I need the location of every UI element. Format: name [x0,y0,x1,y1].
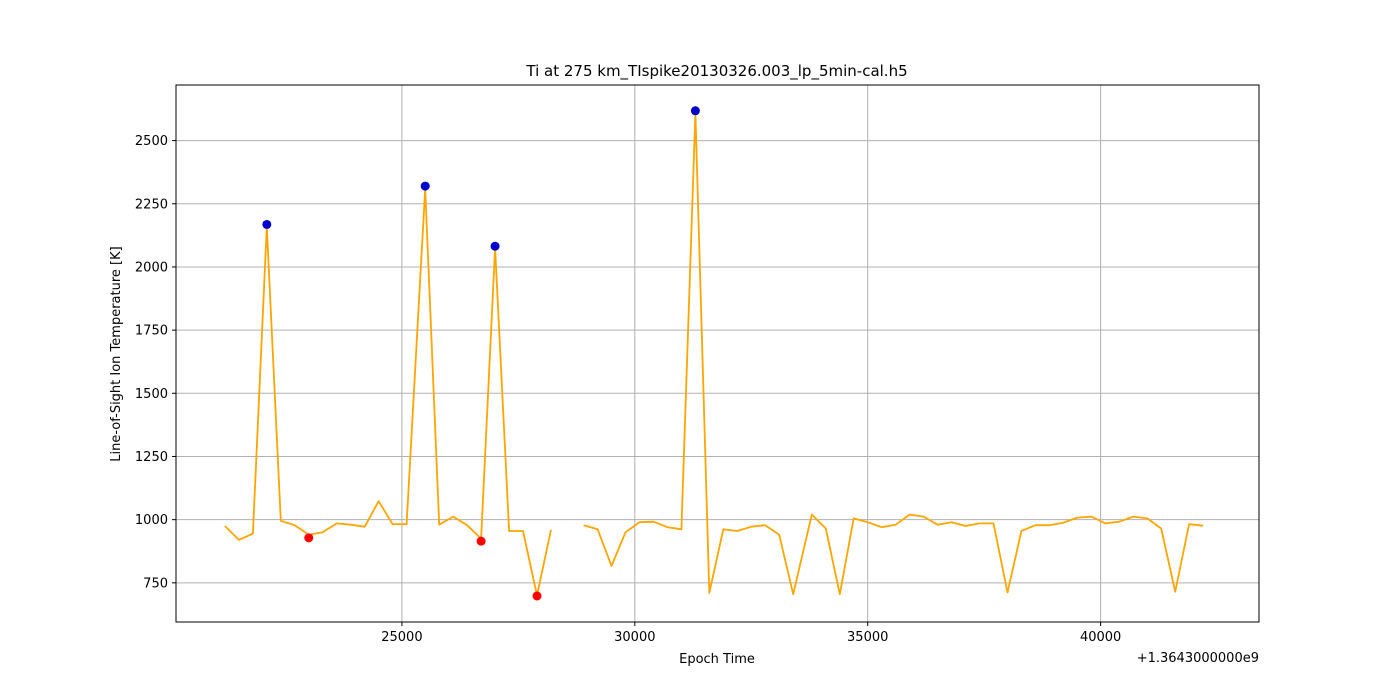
series-line [224,111,1204,597]
series-line-segment [224,187,552,597]
y-tick-label: 2000 [135,260,168,275]
peak-marker [690,106,700,116]
series-line-segment [583,111,1204,596]
grid-lines [176,85,1259,622]
x-tick-label: 35000 [847,630,888,645]
trough-marker [304,533,314,543]
y-tick-label: 1250 [135,450,168,465]
y-tick-label: 2500 [135,134,168,149]
peak-marker [420,181,430,191]
y-tick-label: 2250 [135,197,168,212]
x-axis-ticks: 25000 30000 35000 40000 [381,622,1121,645]
x-tick-label: 25000 [381,630,422,645]
trough-marker [532,591,542,601]
peak-marker [490,241,500,251]
x-axis-label: Epoch Time [679,652,755,667]
y-tick-label: 1750 [135,324,168,339]
y-tick-label: 1000 [135,513,168,528]
y-axis-ticks: 750 1000 1250 1500 1750 2000 2250 2500 [135,134,176,591]
trough-marker [476,536,486,546]
x-tick-label: 30000 [614,630,655,645]
peak-marker [262,219,272,229]
plot-frame [175,84,1260,623]
chart-title: Ti at 275 km_TIspike20130326.003_lp_5min… [525,62,907,81]
x-tick-label: 40000 [1080,630,1121,645]
y-tick-label: 1500 [135,387,168,402]
markers [262,106,700,601]
y-axis-label: Line-of-Sight Ion Temperature [K] [109,246,124,461]
x-axis-offset-label: +1.3643000000e9 [1137,651,1259,666]
y-tick-label: 750 [143,576,168,591]
